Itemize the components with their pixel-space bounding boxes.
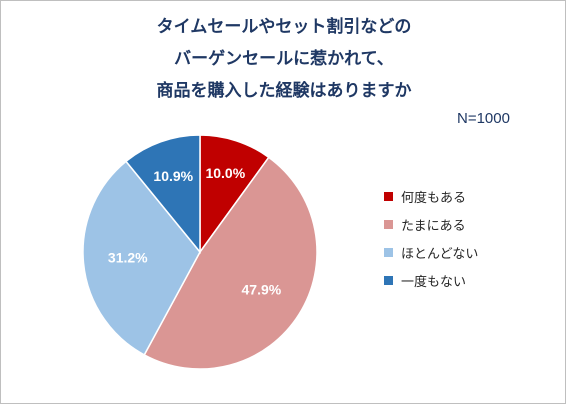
legend-item-often: 何度もある	[384, 182, 478, 210]
data-label-sometimes: 47.9%	[242, 281, 282, 297]
legend-label-rarely: ほとんどない	[401, 246, 479, 262]
chart-title: タイムセールやセット割引などの バーゲンセールに惹かれて、 商品を購入した経験は…	[1, 11, 566, 107]
chart-legend: 何度もある たまにある ほとんどない 一度もない	[384, 182, 478, 294]
sample-size-label: N=1000	[457, 110, 510, 127]
legend-item-sometimes: たまにある	[384, 210, 478, 238]
legend-swatch-never	[384, 275, 393, 285]
chart-title-line-3: 商品を購入した経験はありますか	[156, 81, 412, 101]
pie-slice-often	[199, 134, 270, 255]
data-label-often: 10.0%	[205, 165, 245, 181]
legend-label-often: 何度もある	[401, 190, 467, 206]
legend-swatch-rarely	[384, 247, 393, 257]
legend-swatch-often	[384, 191, 393, 201]
pie-slice-sometimes	[143, 156, 318, 370]
legend-label-sometimes: たまにある	[401, 218, 466, 234]
legend-item-never: 一度もない	[384, 266, 478, 294]
legend-item-rarely: ほとんどない	[384, 238, 478, 266]
chart-title-line-2: バーゲンセールに惹かれて、	[174, 49, 394, 69]
pie-slice-never	[124, 134, 201, 255]
data-label-never: 10.9%	[153, 168, 193, 184]
data-label-rarely: 31.2%	[108, 250, 148, 266]
chart-title-line-1: タイムセールやセット割引などの	[156, 17, 412, 37]
legend-label-never: 一度もない	[401, 274, 467, 290]
legend-swatch-sometimes	[384, 219, 393, 229]
pie-slice-rarely	[82, 160, 201, 356]
